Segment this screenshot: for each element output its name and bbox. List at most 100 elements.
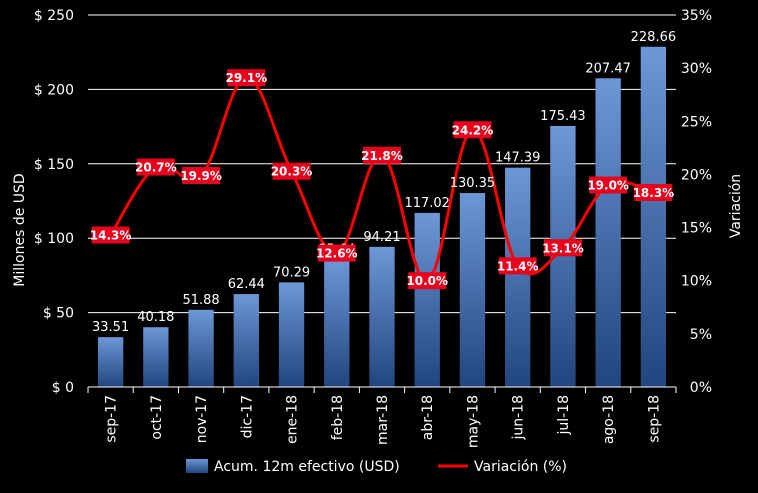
x-tick-label: ago-18	[601, 395, 617, 444]
line-data-label: 10.0%	[406, 272, 448, 290]
bar-data-label: 147.39	[495, 151, 541, 166]
line-label-text: 14.3%	[90, 229, 132, 243]
x-tick-label: sep-17	[104, 395, 120, 443]
line-label-box	[182, 166, 221, 184]
bar-data-label: 175.43	[540, 109, 586, 124]
legend-bar-label: Acum. 12m efectivo (USD)	[214, 459, 400, 475]
y-axis-title: Millones de USD	[12, 173, 28, 286]
y2-tick-label: 35%	[681, 8, 712, 24]
line-data-label: 24.2%	[452, 121, 494, 139]
line-label-box	[363, 146, 401, 164]
bar	[97, 337, 124, 387]
line-data-label: 21.8%	[361, 146, 403, 164]
line-label-text: 20.7%	[135, 160, 177, 174]
bar	[459, 193, 486, 387]
bar-data-label: 33.51	[92, 320, 129, 335]
legend-line-label: Variación (%)	[474, 459, 567, 475]
bar-data-label: 130.35	[450, 176, 496, 191]
line-label-text: 19.9%	[180, 169, 222, 183]
y2-tick-label: 15%	[681, 221, 712, 237]
y-axis-left: $ 0 $ 50 $ 100 $ 150 $ 200 $ 250	[34, 8, 74, 396]
y2-axis-title: Variación	[728, 174, 744, 238]
bar-data-label: 70.29	[273, 265, 310, 280]
y2-tick-label: 30%	[681, 61, 712, 77]
line-data-label: 20.3%	[271, 162, 313, 180]
line-label-box	[408, 272, 447, 290]
y2-tick-label: 5%	[690, 327, 712, 343]
bar	[595, 78, 621, 387]
bar-data-label: 207.47	[585, 61, 631, 76]
line-data-labels: 14.3% 20.7%19.9% 29.1% 20.3% 12.6% 21.8% 10.0%…	[90, 69, 675, 290]
bar-data-label: 94.21	[363, 230, 400, 245]
line-label-text: 18.3%	[633, 186, 675, 200]
y-tick-label: $ 0	[52, 380, 74, 396]
line-label-box	[272, 162, 311, 180]
x-tick-label: dic-17	[239, 395, 255, 438]
legend: Acum. 12m efectivo (USD) Variación (%)	[186, 459, 567, 475]
bar-data-label: 62.44	[228, 277, 265, 292]
line-label-box	[453, 121, 492, 139]
line-data-label: 29.1%	[225, 69, 267, 87]
bar	[188, 309, 214, 387]
x-tick-label: abr-18	[420, 395, 436, 440]
line-label-text: 29.1%	[225, 71, 267, 85]
line-data-label: 11.4%	[497, 257, 539, 275]
line-data-label: 19.0%	[587, 176, 629, 194]
bar	[324, 259, 350, 387]
bar	[143, 327, 169, 387]
bar	[640, 46, 667, 388]
y2-tick-label: 10%	[681, 274, 712, 290]
line-data-label: 20.7%	[135, 158, 177, 176]
line-label-box	[498, 257, 537, 275]
y-tick-label: $ 50	[43, 306, 74, 322]
bar	[369, 246, 395, 387]
bar-data-label: 117.02	[404, 196, 450, 211]
x-tick-label: sep-18	[646, 395, 662, 443]
line-label-box	[136, 158, 175, 176]
line-label-box	[634, 183, 673, 201]
bar	[233, 294, 259, 387]
line-label-text: 12.6%	[316, 247, 358, 261]
line-label-box	[227, 69, 266, 87]
y-tick-label: $ 250	[34, 8, 74, 24]
line-label-text: 10.0%	[406, 274, 448, 288]
line-label-box	[317, 244, 356, 262]
line-label-box	[543, 239, 582, 257]
x-tick-label: ene-18	[285, 395, 301, 444]
bar-data-label: 228.66	[631, 30, 677, 45]
line-label-text: 11.4%	[497, 259, 539, 273]
x-tick-label: feb-18	[330, 395, 346, 440]
line-label-text: 19.0%	[587, 179, 629, 193]
bar	[414, 212, 440, 387]
line-data-label: 18.3%	[633, 183, 675, 201]
line-label-text: 20.3%	[271, 165, 313, 179]
y-tick-label: $ 100	[34, 231, 74, 247]
line-label-box	[589, 176, 628, 194]
y-tick-label: $ 150	[34, 157, 74, 173]
line-label-text: 13.1%	[542, 241, 584, 255]
x-tick-label: jun-18	[511, 395, 527, 441]
y-axis-right: 0% 5% 10% 15% 20% 25% 30% 35%	[681, 8, 712, 396]
line-label-text: 24.2%	[452, 123, 494, 137]
y-tick-label: $ 200	[34, 82, 74, 98]
line-data-label: 14.3%	[90, 226, 132, 244]
bar-data-label: 40.18	[137, 310, 174, 325]
bar	[505, 167, 531, 387]
line-data-label: 13.1%	[542, 239, 584, 257]
line-data-label: 19.9%	[180, 166, 222, 184]
line-data-label: 12.6%	[316, 244, 358, 262]
y2-tick-label: 20%	[681, 167, 712, 183]
legend-bar-swatch	[186, 459, 208, 473]
y2-tick-label: 25%	[681, 114, 712, 130]
bar-series	[97, 46, 667, 388]
x-tick-label: jul-18	[556, 395, 572, 436]
y2-tick-label: 0%	[690, 380, 712, 396]
x-tick-label: may-18	[465, 395, 481, 448]
bar	[278, 282, 305, 387]
x-tick-label: nov-17	[194, 395, 210, 443]
bar-data-label: 51.88	[182, 293, 219, 308]
x-tick-label: oct-17	[149, 395, 165, 440]
x-tick-label: mar-18	[375, 395, 391, 445]
